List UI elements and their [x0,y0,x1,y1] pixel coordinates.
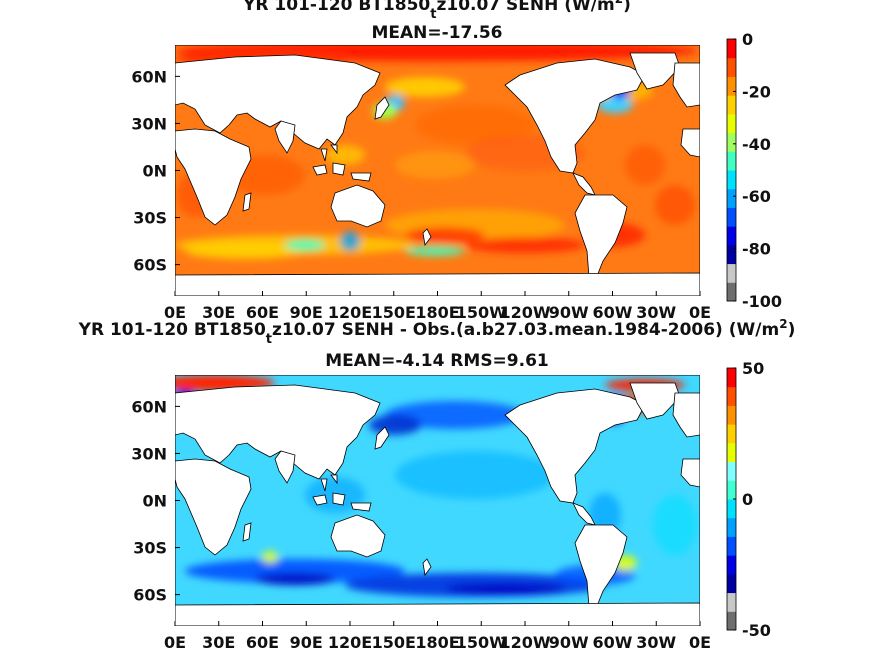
x-tick-label: 0E [164,303,186,322]
colorbar-tick-label: -80 [742,240,771,259]
x-tick-label: 30E [202,633,235,652]
colorbar-segment [727,113,736,134]
y-tick-label: 30S [133,539,167,558]
colorbar-segment [727,132,736,152]
x-tick-label: 120W [499,303,550,322]
colorbar-segment [727,368,736,388]
x-tick-label: 150E [372,303,416,322]
colorbar-tick-label: 0 [742,30,753,49]
colorbar-segment [727,151,736,171]
x-tick-label: 30W [636,633,676,652]
y-tick-label: 30S [133,209,167,228]
panel-a-map [175,45,700,296]
x-tick-label: 60W [593,303,633,322]
colorbar-tick-label: -50 [742,621,771,640]
colorbar-segment [727,405,736,425]
panel-b-map [175,375,700,626]
x-tick-label: 180E [415,303,459,322]
colorbar-segment [727,424,736,444]
colorbar-tick-label: 0 [742,490,753,509]
colorbar-segment [727,517,736,537]
x-tick-label: 90E [290,303,323,322]
x-tick-label: 0E [689,633,711,652]
colorbar-segment [727,39,736,59]
colorbar-tick-label: -60 [742,187,771,206]
y-tick-label: 30N [131,114,167,133]
panel-b: YR 101-120 BT1850tz10.07 SENH - Obs.(a.b… [78,317,796,652]
y-tick-label: 30N [131,444,167,463]
colorbar-segment [727,188,736,208]
colorbar-segment [727,442,736,463]
x-tick-label: 30W [636,303,676,322]
x-tick-label: 120E [328,303,372,322]
y-tick-label: 60S [133,256,167,275]
colorbar-segment [727,207,736,227]
panel-b-colorbar: 50 0 -50 [726,359,771,640]
x-tick-label: 60E [246,303,279,322]
colorbar-segment [727,555,736,575]
x-tick-label: 150W [456,633,507,652]
x-tick-label: 0E [164,633,186,652]
x-tick-label: 90W [549,633,589,652]
x-tick-label: 150W [456,303,507,322]
colorbar-segment [727,573,736,594]
x-tick-label: 180E [415,633,459,652]
y-tick-label: 0N [142,492,167,511]
x-tick-label: 90W [549,303,589,322]
x-tick-label: 60E [246,633,279,652]
x-tick-label: 0E [689,303,711,322]
panel-a: YR 101-120 BT1850tz10.07 SENH (W/m2) MEA… [131,0,782,322]
panel-a-stats: MEAN=-17.56 [372,23,503,43]
colorbar-segment [727,76,736,96]
colorbar-segment [727,282,736,302]
colorbar-segment [727,226,736,246]
x-tick-label: 150E [372,633,416,652]
colorbar-segment [727,592,736,612]
colorbar-segment [727,480,736,500]
colorbar-tick-label: -40 [742,135,771,154]
y-tick-label: 60N [131,67,167,86]
panel-b-title: YR 101-120 BT1850tz10.07 SENH - Obs.(a.b… [78,317,796,347]
panel-b-stats: MEAN=-4.14 RMS=9.61 [325,351,549,371]
x-tick-label: 60W [593,633,633,652]
x-tick-label: 120W [499,633,550,652]
colorbar-segment [727,57,736,77]
x-tick-label: 120E [328,633,372,652]
colorbar-segment [727,263,736,283]
colorbar-segment [727,499,736,519]
y-tick-label: 0N [142,162,167,181]
panel-a-colorbar: 0 -20 -40 -60 -80 -100 [726,30,782,311]
x-tick-label: 30E [202,303,235,322]
y-tick-label: 60N [131,397,167,416]
colorbar-segment [727,536,736,556]
colorbar-tick-label: 50 [742,359,764,378]
colorbar-segment [727,461,736,481]
panel-a-title: YR 101-120 BT1850tz10.07 SENH (W/m2) [242,0,631,22]
colorbar-segment [727,95,736,115]
x-tick-label: 90E [290,633,323,652]
colorbar-segment [727,611,736,631]
colorbar-segment [727,244,736,265]
colorbar-tick-label: -100 [742,292,782,311]
colorbar-segment [727,170,736,190]
colorbar-segment [727,386,736,406]
colorbar-tick-label: -20 [742,82,771,101]
y-tick-label: 60S [133,586,167,605]
